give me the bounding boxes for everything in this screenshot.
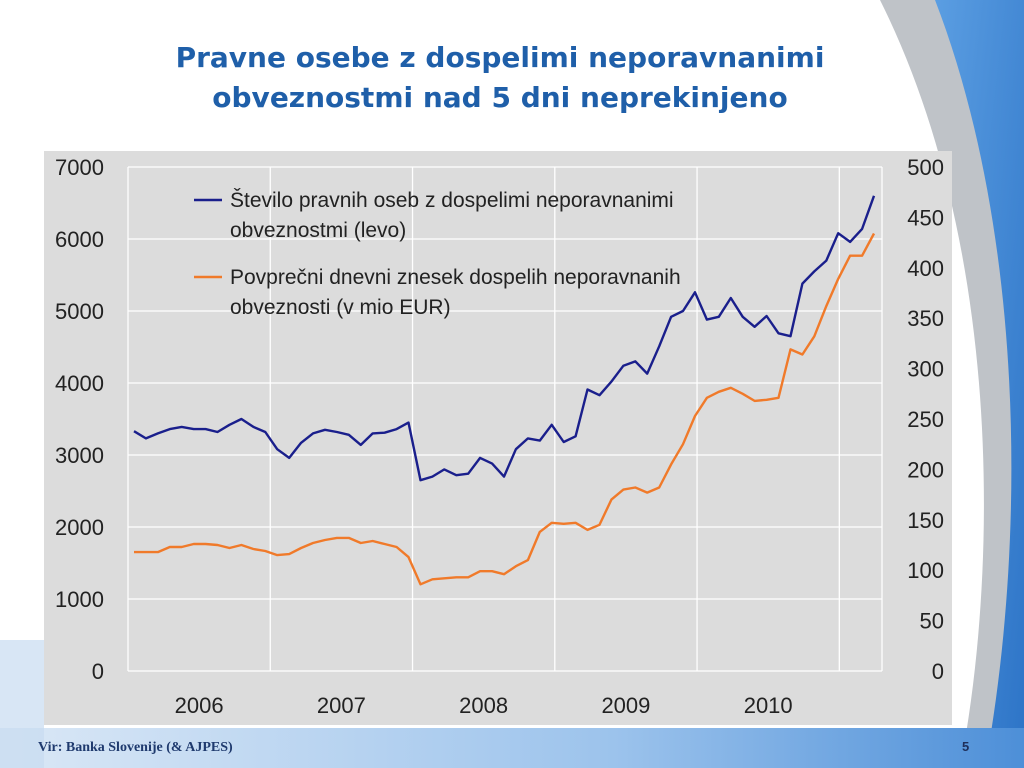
right-tick-label: 100 [907, 558, 944, 583]
source-note: Vir: Banka Slovenije (& AJPES) [38, 740, 233, 755]
title-line-2: obveznostmi nad 5 dni neprekinjeno [212, 81, 788, 114]
legend-label-amount-line2: obveznosti (v mio EUR) [230, 296, 451, 319]
right-tick-label: 400 [907, 256, 944, 281]
legend: Število pravnih oseb z dospelimi neporav… [194, 189, 681, 319]
left-tick-label: 5000 [55, 299, 104, 324]
right-tick-label: 500 [907, 155, 944, 180]
legend-label-count-line1: Število pravnih oseb z dospelimi neporav… [230, 189, 674, 212]
series-line-count [133, 195, 876, 482]
page-number: 5 [962, 739, 970, 754]
left-tick-label: 6000 [55, 227, 104, 252]
left-tick-label: 1000 [55, 587, 104, 612]
x-axis-ticks: 2006 2007 2008 2009 2010 [175, 693, 793, 718]
right-tick-label: 50 [920, 609, 944, 634]
right-axis-ticks: 0 50 100 150 200 250 300 350 400 450 500 [907, 155, 944, 684]
right-tick-label: 450 [907, 205, 944, 230]
legend-label-amount-line1: Povprečni dnevni znesek dospelih neporav… [230, 266, 681, 289]
right-tick-label: 200 [907, 457, 944, 482]
plot-background [44, 151, 952, 725]
right-tick-label: 350 [907, 306, 944, 331]
line-chart: 0 1000 2000 3000 4000 5000 6000 7000 0 50 100 150 2… [44, 151, 952, 725]
left-axis-ticks: 0 1000 2000 3000 4000 5000 6000 7000 [55, 155, 104, 684]
right-tick-label: 0 [932, 659, 944, 684]
right-tick-label: 150 [907, 508, 944, 533]
left-tick-label: 3000 [55, 443, 104, 468]
x-tick-label: 2008 [459, 693, 508, 718]
left-tick-label: 4000 [55, 371, 104, 396]
slide-title: Pravne osebe z dospelimi neporavnanimi o… [120, 38, 880, 118]
title-line-1: Pravne osebe z dospelimi neporavnanimi [175, 41, 825, 74]
x-tick-label: 2006 [175, 693, 224, 718]
left-tick-label: 7000 [55, 155, 104, 180]
x-tick-label: 2010 [744, 693, 793, 718]
legend-label-count-line2: obveznostmi (levo) [230, 219, 406, 242]
right-tick-label: 250 [907, 407, 944, 432]
chart-container: 0 1000 2000 3000 4000 5000 6000 7000 0 50 100 150 2… [44, 151, 952, 725]
left-tick-label: 2000 [55, 515, 104, 540]
series-line-amount [134, 232, 876, 586]
gridlines [127, 166, 883, 672]
left-tick-label: 0 [92, 659, 104, 684]
series-lines [133, 195, 876, 586]
x-tick-label: 2007 [317, 693, 366, 718]
right-tick-label: 300 [907, 357, 944, 382]
x-tick-label: 2009 [601, 693, 650, 718]
